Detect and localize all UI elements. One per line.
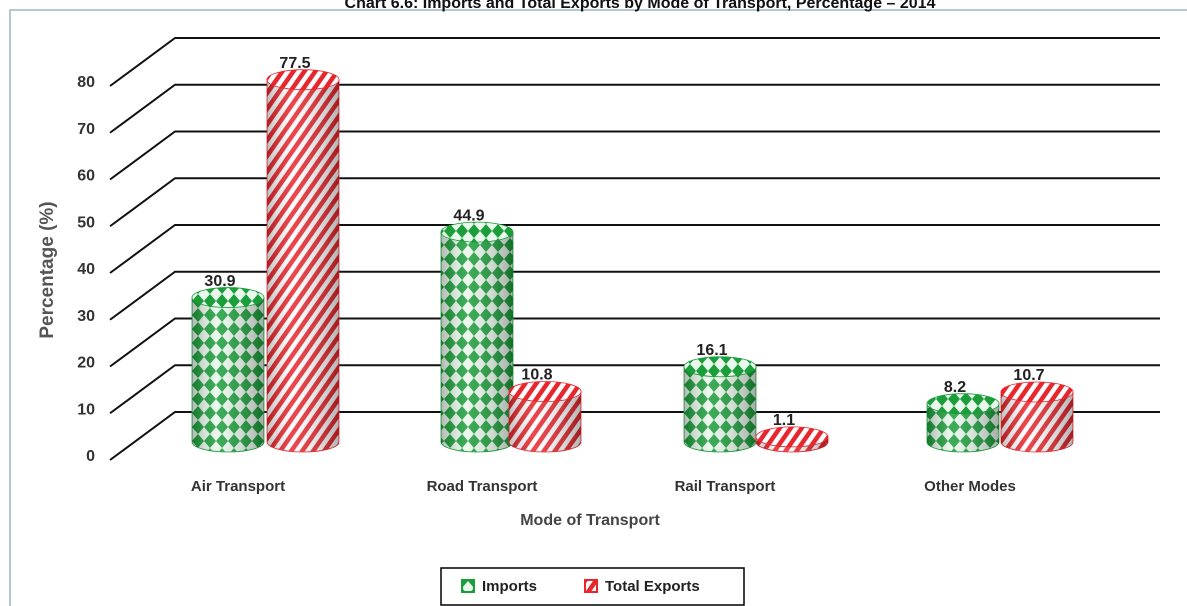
value-label: 10.7 bbox=[1013, 367, 1044, 384]
grid-line bbox=[109, 270, 1160, 321]
bar bbox=[440, 221, 514, 453]
bar-shade bbox=[927, 403, 999, 452]
y-tick-label: 30 bbox=[77, 308, 95, 325]
bar-top bbox=[926, 393, 1000, 415]
x-tick-label: Other Modes bbox=[924, 478, 1016, 495]
chart-title: Chart 6.6: Imports and Total Exports by … bbox=[345, 0, 936, 12]
bar-shade bbox=[441, 232, 513, 452]
value-label: 16.1 bbox=[696, 342, 727, 359]
bar-top bbox=[508, 381, 582, 402]
grid-line bbox=[109, 364, 1160, 415]
bar bbox=[508, 381, 582, 453]
grid-line bbox=[109, 130, 1160, 181]
bar bbox=[191, 287, 265, 453]
bar bbox=[755, 426, 829, 453]
legend-label: Total Exports bbox=[605, 578, 700, 595]
legend-swatch bbox=[461, 579, 475, 593]
value-label: 77.5 bbox=[279, 55, 310, 72]
y-tick-label: 0 bbox=[86, 448, 95, 465]
y-axis-title: Percentage (%) bbox=[37, 201, 58, 338]
legend-swatch bbox=[584, 579, 598, 593]
bar-shade bbox=[192, 297, 264, 452]
legend-label: Imports bbox=[482, 578, 537, 595]
value-label: 30.9 bbox=[204, 273, 235, 290]
bar bbox=[266, 69, 340, 453]
y-tick-label: 60 bbox=[77, 168, 95, 185]
x-tick-label: Road Transport bbox=[427, 478, 538, 495]
value-label: 44.9 bbox=[453, 207, 484, 224]
bar-top bbox=[755, 426, 829, 448]
y-tick-label: 80 bbox=[77, 74, 95, 91]
frame bbox=[9, 9, 1187, 606]
bar-shade bbox=[509, 391, 581, 452]
bar bbox=[683, 356, 757, 453]
y-tick-label: 20 bbox=[77, 355, 95, 372]
bar-top bbox=[191, 287, 265, 308]
grid-line bbox=[109, 177, 1160, 228]
bar-shade bbox=[1001, 391, 1073, 452]
bar bbox=[926, 393, 1000, 453]
bar-top bbox=[440, 221, 514, 243]
y-tick-label: 10 bbox=[77, 401, 95, 418]
y-tick-label: 40 bbox=[77, 261, 95, 278]
value-label: 1.1 bbox=[773, 412, 795, 429]
grid-line bbox=[109, 224, 1160, 274]
x-tick-label: Air Transport bbox=[191, 478, 285, 495]
bar-shade bbox=[684, 366, 756, 452]
grid-line bbox=[109, 83, 1160, 134]
bar-top bbox=[266, 69, 340, 91]
x-axis-title: Mode of Transport bbox=[520, 512, 660, 529]
y-tick-label: 70 bbox=[77, 121, 95, 138]
bar-shade bbox=[267, 79, 339, 452]
grid-line bbox=[109, 37, 1160, 87]
value-label: 10.8 bbox=[521, 367, 552, 384]
grid-line bbox=[109, 411, 1160, 461]
value-label: 8.2 bbox=[944, 379, 966, 396]
bar-top bbox=[1000, 381, 1074, 403]
y-tick-label: 50 bbox=[77, 214, 95, 231]
bar bbox=[1000, 381, 1074, 453]
grid-line bbox=[109, 317, 1160, 368]
bar-top bbox=[683, 356, 757, 378]
x-tick-label: Rail Transport bbox=[675, 478, 776, 495]
